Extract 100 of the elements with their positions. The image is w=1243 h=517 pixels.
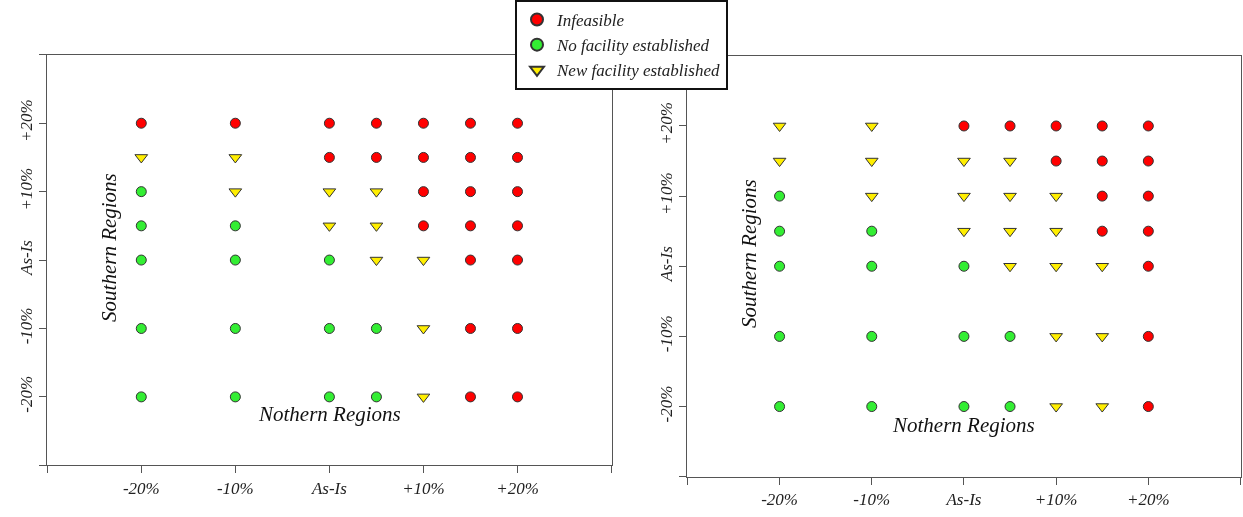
x-tick-label: As-Is bbox=[310, 478, 348, 498]
x-tick-label: +10% bbox=[1034, 490, 1078, 510]
point bbox=[464, 254, 476, 266]
point bbox=[370, 117, 382, 129]
point bbox=[417, 151, 429, 163]
point bbox=[1050, 155, 1062, 167]
point bbox=[774, 260, 786, 272]
point bbox=[229, 220, 241, 232]
point bbox=[1096, 155, 1108, 167]
point bbox=[1142, 155, 1154, 167]
x-tick-label: -10% bbox=[853, 490, 891, 510]
point bbox=[512, 151, 523, 163]
point bbox=[135, 117, 147, 129]
x-tick-label: -20% bbox=[761, 490, 798, 510]
legend-label: Infeasible bbox=[556, 11, 625, 31]
point bbox=[774, 190, 786, 202]
point bbox=[417, 117, 429, 129]
y-tick-label: As-Is bbox=[17, 239, 37, 276]
point bbox=[370, 391, 382, 403]
x-tick-label: +20% bbox=[496, 478, 539, 498]
point bbox=[464, 391, 476, 403]
point bbox=[1142, 260, 1154, 272]
point bbox=[1050, 120, 1062, 132]
point bbox=[774, 330, 786, 342]
point bbox=[323, 254, 335, 266]
point bbox=[1004, 120, 1016, 132]
y-tick-label: -20% bbox=[657, 385, 677, 423]
point bbox=[323, 117, 335, 129]
point bbox=[958, 260, 970, 272]
point bbox=[512, 391, 523, 403]
point bbox=[957, 227, 971, 238]
point bbox=[864, 192, 879, 203]
point bbox=[772, 157, 787, 168]
point bbox=[1142, 225, 1154, 237]
x-tick-label: +20% bbox=[1127, 490, 1170, 510]
point bbox=[464, 186, 476, 198]
point bbox=[323, 151, 335, 163]
point bbox=[1142, 190, 1154, 202]
point bbox=[370, 151, 382, 163]
point bbox=[958, 330, 970, 342]
point bbox=[369, 256, 384, 267]
x-axis-title: Nothern Regions bbox=[892, 413, 1035, 437]
x-tick-label: +10% bbox=[402, 478, 445, 498]
point bbox=[774, 401, 786, 413]
y-tick-label: +10% bbox=[657, 172, 677, 215]
point bbox=[135, 254, 147, 266]
point bbox=[1003, 263, 1017, 273]
point bbox=[1003, 157, 1017, 168]
point bbox=[1096, 225, 1108, 237]
legend-label: New facility established bbox=[556, 61, 720, 81]
x-tick-label: -20% bbox=[122, 478, 160, 498]
point bbox=[1142, 401, 1154, 413]
point bbox=[512, 220, 523, 232]
point bbox=[958, 120, 970, 132]
point bbox=[866, 330, 878, 342]
point bbox=[1049, 403, 1063, 413]
point bbox=[464, 220, 476, 232]
y-tick-label: As-Is bbox=[657, 245, 677, 283]
point bbox=[864, 157, 879, 168]
x-tick-label: -10% bbox=[216, 478, 254, 498]
point bbox=[1142, 330, 1154, 342]
point bbox=[464, 151, 476, 163]
point bbox=[135, 186, 147, 198]
y-tick-label: -20% bbox=[17, 375, 37, 413]
point bbox=[512, 254, 523, 266]
y-axis-title: Southern Regions bbox=[97, 173, 122, 322]
point bbox=[1142, 120, 1154, 132]
point bbox=[1004, 330, 1016, 342]
point bbox=[1003, 227, 1017, 238]
x-axis-title: Nothern Regions bbox=[258, 402, 401, 426]
point bbox=[135, 391, 147, 403]
point bbox=[135, 322, 147, 334]
point bbox=[774, 225, 786, 237]
y-tick-label: -10% bbox=[17, 307, 37, 345]
y-tick-label: +20% bbox=[17, 99, 37, 142]
point bbox=[866, 225, 878, 237]
point bbox=[370, 322, 382, 334]
point bbox=[1003, 192, 1017, 203]
point bbox=[229, 117, 241, 129]
x-tick-label: As-Is bbox=[945, 490, 982, 510]
point bbox=[323, 322, 335, 334]
y-tick-label: +20% bbox=[657, 102, 677, 145]
point bbox=[1049, 263, 1063, 273]
point bbox=[229, 391, 241, 403]
point bbox=[1049, 227, 1063, 238]
y-axis-title: Southern Regions bbox=[736, 179, 761, 329]
point bbox=[1049, 333, 1063, 343]
legend-label: No facility established bbox=[556, 36, 710, 56]
point bbox=[512, 322, 523, 334]
y-tick-label: -10% bbox=[657, 315, 677, 353]
point bbox=[512, 117, 523, 129]
point bbox=[866, 260, 878, 272]
point bbox=[464, 117, 476, 129]
point bbox=[958, 401, 970, 413]
point bbox=[1004, 401, 1016, 413]
point bbox=[135, 220, 147, 232]
point bbox=[1096, 120, 1108, 132]
point bbox=[417, 220, 429, 232]
point bbox=[416, 256, 431, 267]
point bbox=[323, 391, 335, 403]
